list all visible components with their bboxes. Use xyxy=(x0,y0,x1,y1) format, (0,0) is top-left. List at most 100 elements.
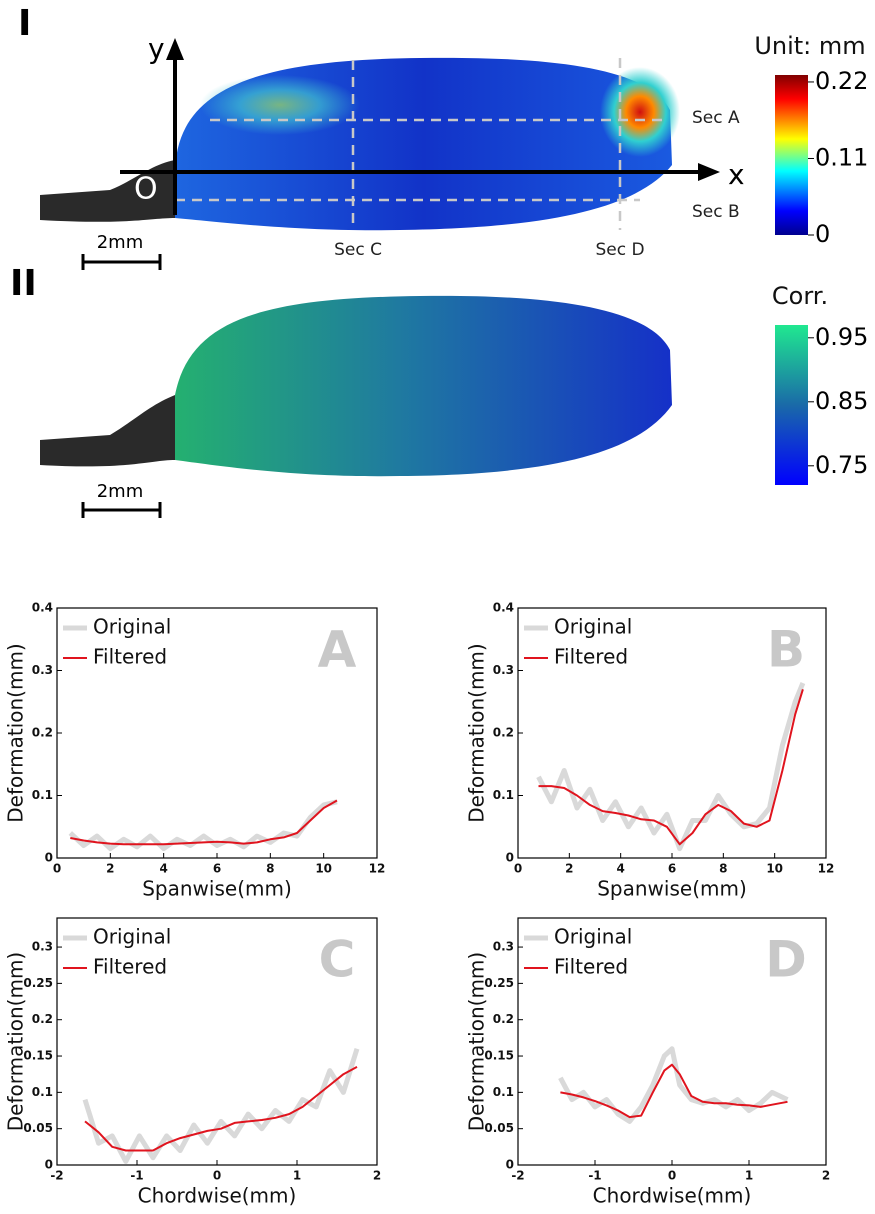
x-tick-label: -2 xyxy=(511,1169,524,1183)
legend-label: Filtered xyxy=(93,645,167,669)
x-tick-label: 0 xyxy=(213,1169,221,1183)
region xyxy=(200,75,360,135)
colorbar-tick-label: 0.95 xyxy=(815,323,868,351)
series-line xyxy=(70,799,338,846)
panel-letter: A xyxy=(318,621,357,679)
section-label: Sec C xyxy=(334,240,382,260)
y-tick-label: 0.05 xyxy=(484,1121,514,1135)
x-axis-label: Chordwise(mm) xyxy=(138,1184,297,1208)
legend-label: Filtered xyxy=(554,645,628,669)
legend-label: Original xyxy=(93,925,171,949)
y-tick-label: 0.2 xyxy=(493,726,514,740)
x-tick-label: -1 xyxy=(130,1169,143,1183)
legend-label: Original xyxy=(554,615,632,639)
y-tick-label: 0 xyxy=(45,851,53,865)
x-tick-label: 1 xyxy=(293,1169,301,1183)
colorbar-tick-label: 0.11 xyxy=(815,143,868,171)
x-tick-label: 2 xyxy=(373,1169,381,1183)
x-axis-label: Spanwise(mm) xyxy=(142,877,292,901)
y-tick-label: 0.25 xyxy=(23,976,53,990)
panel-letter: D xyxy=(765,931,807,989)
legend-label: Filtered xyxy=(554,955,628,979)
y-tick-label: 0.3 xyxy=(493,663,514,677)
section-label: Sec B xyxy=(692,202,740,222)
series-line xyxy=(560,1063,788,1119)
wing-correlation xyxy=(175,295,672,477)
panel-letter: B xyxy=(767,621,805,679)
scale-bar xyxy=(81,254,162,270)
y-tick-label: 0 xyxy=(45,1158,53,1172)
y-tick-label: 0 xyxy=(506,1158,514,1172)
series-line xyxy=(84,1066,358,1152)
y-tick-label: 0.1 xyxy=(32,1085,53,1099)
wing-base xyxy=(40,160,175,222)
wing-base xyxy=(40,395,175,467)
legend-label: Original xyxy=(554,925,632,949)
section-lines xyxy=(175,58,665,230)
series-line xyxy=(536,682,806,852)
colorbar-tick-label: 0.75 xyxy=(815,451,868,479)
axes-arrows xyxy=(120,38,720,215)
region xyxy=(600,67,680,157)
colorbar-title: Unit: mm xyxy=(754,32,865,60)
x-tick-label: 2 xyxy=(822,1169,830,1183)
colorbar-title: Corr. xyxy=(772,282,828,310)
colorbar xyxy=(775,75,808,235)
x-tick-label: 8 xyxy=(719,862,727,876)
x-tick-label: 0 xyxy=(53,862,61,876)
x-tick-label: 6 xyxy=(213,862,221,876)
x-tick-label: 0 xyxy=(514,862,522,876)
x-tick-label: -2 xyxy=(50,1169,63,1183)
y-tick-label: 0.4 xyxy=(32,601,53,615)
x-tick-label: 8 xyxy=(266,862,274,876)
colorbar-tick-label: 0.85 xyxy=(815,387,868,415)
y-tick-label: 0.2 xyxy=(32,726,53,740)
scale-label: 2mm xyxy=(97,481,144,502)
x-axis-label: Spanwise(mm) xyxy=(597,877,747,901)
y-tick-label: 0.15 xyxy=(484,1049,514,1063)
colorbar xyxy=(775,325,808,485)
x-tick-label: 2 xyxy=(106,862,114,876)
y-axis-label: Deformation(mm) xyxy=(465,643,489,822)
y-tick-label: 0.05 xyxy=(23,1121,53,1135)
y-axis-label: Deformation(mm) xyxy=(465,952,489,1131)
colorbar-tick-label: 0.22 xyxy=(815,67,868,95)
x-tick-label: 12 xyxy=(369,862,386,876)
y-tick-label: 0.15 xyxy=(23,1049,53,1063)
x-tick-label: 1 xyxy=(745,1169,753,1183)
y-tick-label: 0.3 xyxy=(493,940,514,954)
y-tick-label: 0.1 xyxy=(493,788,514,802)
y-tick-label: 0.3 xyxy=(32,940,53,954)
y-axis-label: Deformation(mm) xyxy=(4,643,28,822)
x-tick-label: 12 xyxy=(818,862,835,876)
x-tick-label: 10 xyxy=(315,862,332,876)
series-line xyxy=(558,1046,789,1124)
x-tick-label: 4 xyxy=(159,862,167,876)
section-label: Sec D xyxy=(595,240,644,260)
x-tick-label: 6 xyxy=(668,862,676,876)
y-tick-label: 0.1 xyxy=(493,1085,514,1099)
axis-label: x xyxy=(728,158,745,191)
panel-label: II xyxy=(10,263,37,304)
y-tick-label: 0.1 xyxy=(32,788,53,802)
x-tick-label: 0 xyxy=(668,1169,676,1183)
y-tick-label: 0.25 xyxy=(484,976,514,990)
y-tick-label: 0 xyxy=(506,851,514,865)
legend-label: Original xyxy=(93,615,171,639)
x-axis-label: Chordwise(mm) xyxy=(593,1184,752,1208)
y-tick-label: 0.4 xyxy=(493,601,514,615)
y-tick-label: 0.3 xyxy=(32,663,53,677)
x-tick-label: -1 xyxy=(588,1169,601,1183)
x-tick-label: 10 xyxy=(766,862,783,876)
x-tick-label: 2 xyxy=(565,862,573,876)
y-tick-label: 0.2 xyxy=(493,1012,514,1026)
panel-letter: C xyxy=(319,931,356,989)
y-tick-label: 0.2 xyxy=(32,1012,53,1026)
series-line xyxy=(82,1048,360,1164)
series-line xyxy=(538,689,804,846)
scale-label: 2mm xyxy=(97,232,144,253)
legend-label: Filtered xyxy=(93,955,167,979)
section-label: Sec A xyxy=(692,108,740,128)
panel-label: I xyxy=(18,3,31,44)
